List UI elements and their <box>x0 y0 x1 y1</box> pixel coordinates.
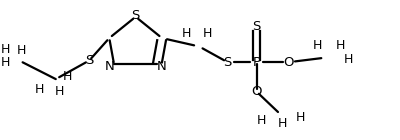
Text: H: H <box>278 117 287 130</box>
Text: H: H <box>55 85 64 98</box>
Text: H: H <box>35 83 44 96</box>
Text: H: H <box>296 111 305 124</box>
Text: P: P <box>253 56 261 69</box>
Text: H: H <box>313 39 322 52</box>
Text: H: H <box>1 43 10 55</box>
Text: H: H <box>336 39 346 52</box>
Text: S: S <box>85 54 94 67</box>
Text: S: S <box>223 56 232 69</box>
Text: H: H <box>181 27 191 40</box>
Text: H: H <box>203 27 212 40</box>
Text: N: N <box>105 60 115 73</box>
Text: O: O <box>251 85 262 98</box>
Text: S: S <box>252 20 261 33</box>
Text: N: N <box>156 60 166 73</box>
Text: H: H <box>1 56 10 69</box>
Text: H: H <box>17 44 26 57</box>
Text: S: S <box>132 9 140 22</box>
Text: H: H <box>63 70 72 83</box>
Text: H: H <box>257 114 266 127</box>
Text: H: H <box>343 53 353 66</box>
Text: O: O <box>284 56 294 69</box>
